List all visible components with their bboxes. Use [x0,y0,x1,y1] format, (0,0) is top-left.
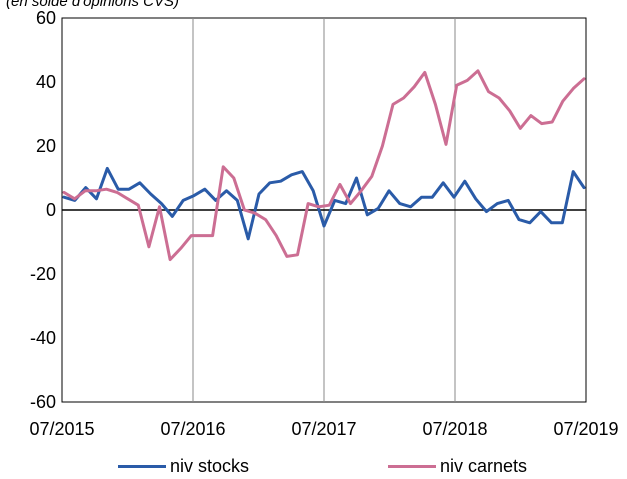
y-tick-label: -60 [30,392,56,412]
chart-subtitle: (en solde d'opinions CVS) [6,0,179,10]
legend-label-niv-carnets: niv carnets [440,456,528,476]
legend-swatch-niv-stocks [118,465,166,468]
x-tick-label: 07/2018 [422,419,487,439]
x-axis-tick-labels: 07/2015 07/2016 07/2017 07/2018 07/2019 [29,419,618,439]
x-tick-label: 07/2017 [291,419,356,439]
x-tick-label: 07/2015 [29,419,94,439]
x-tick-label: 07/2016 [160,419,225,439]
series-lines [62,69,586,262]
legend-label-niv-stocks: niv stocks [170,456,250,476]
y-tick-label: -40 [30,328,56,348]
y-tick-label: 40 [36,72,56,92]
legend-item-niv-carnets: niv carnets [388,456,527,477]
legend-item-niv-stocks: niv stocks [118,456,249,477]
legend: niv stocks niv carnets [0,456,627,478]
y-tick-label: 0 [46,200,56,220]
legend-swatch-niv-carnets [388,465,436,468]
y-tick-label: 60 [36,8,56,28]
series-line-niv-carnets [62,69,586,262]
series-line-niv-stocks [62,166,586,241]
y-axis-tick-labels: 60 40 20 0 -20 -40 -60 [30,8,56,412]
x-tick-label: 07/2019 [553,419,618,439]
y-tick-label: -20 [30,264,56,284]
y-tick-label: 20 [36,136,56,156]
